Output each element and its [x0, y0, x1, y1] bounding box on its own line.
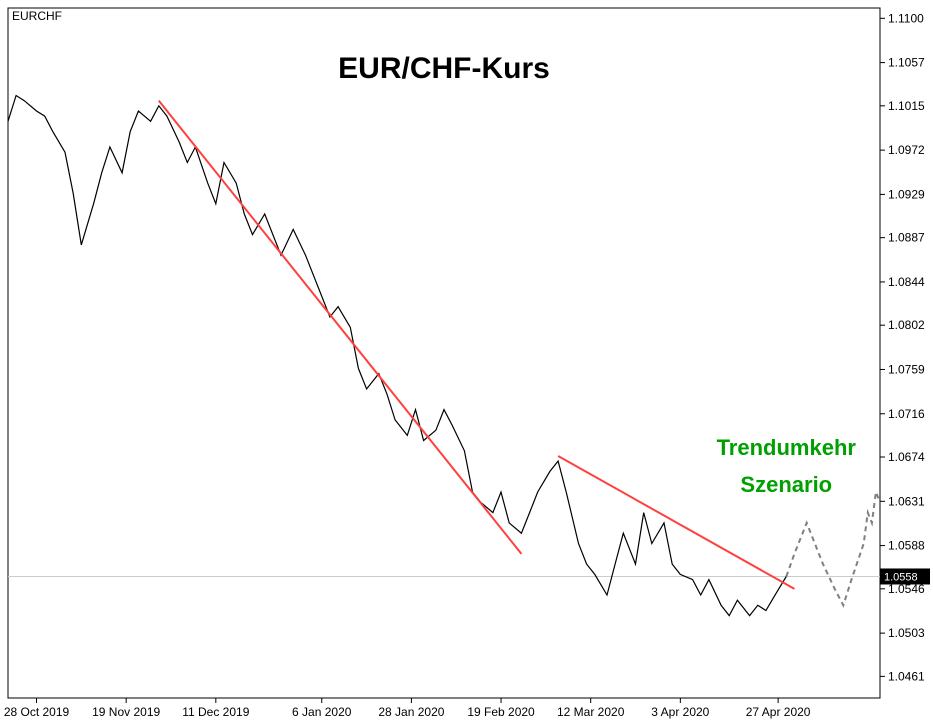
annotation-line2: Szenario [740, 472, 832, 497]
svg-text:1.0558: 1.0558 [884, 571, 918, 583]
x-tick-label: 3 Apr 2020 [651, 705, 709, 719]
chart-svg: 1.04611.05031.05461.05881.06311.06741.07… [0, 0, 933, 727]
x-tick-label: 19 Feb 2020 [467, 705, 535, 719]
x-axis-ticks: 28 Oct 2019 19 Nov 2019 11 Dec 2019 6 Jan 2… [4, 698, 811, 719]
x-tick-label: 11 Dec 2019 [182, 705, 249, 719]
y-tick-label: 1.0674 [888, 450, 925, 464]
trend-line [159, 101, 522, 554]
chart-title: EUR/CHF-Kurs [338, 52, 550, 85]
chart-container: 1.04611.05031.05461.05881.06311.06741.07… [0, 0, 933, 727]
y-tick-label: 1.0844 [888, 275, 925, 289]
x-tick-label: 12 Mar 2020 [557, 705, 625, 719]
y-tick-label: 1.0716 [888, 407, 925, 421]
current-price-badge: 1.0558 [880, 568, 930, 584]
forecast-series [786, 492, 880, 605]
y-tick-label: 1.0887 [888, 231, 925, 245]
annotation-line1: Trendumkehr [717, 435, 857, 460]
price-series [8, 96, 786, 616]
y-tick-label: 1.0503 [888, 626, 925, 640]
x-tick-label: 28 Oct 2019 [4, 705, 70, 719]
y-tick-label: 1.0631 [888, 494, 925, 508]
x-tick-label: 6 Jan 2020 [292, 705, 352, 719]
x-tick-label: 28 Jan 2020 [378, 705, 444, 719]
trend-lines [159, 101, 795, 589]
y-tick-label: 1.1057 [888, 56, 925, 70]
y-tick-label: 1.0588 [888, 539, 925, 553]
y-tick-label: 1.1100 [888, 11, 924, 25]
y-tick-label: 1.1015 [888, 99, 925, 113]
y-tick-label: 1.0802 [888, 318, 925, 332]
y-tick-label: 1.0929 [888, 187, 925, 201]
y-tick-label: 1.0759 [888, 362, 925, 376]
y-tick-label: 1.0972 [888, 143, 925, 157]
y-tick-label: 1.0461 [888, 669, 925, 683]
ticker-label: EURCHF [12, 9, 62, 23]
x-tick-label: 19 Nov 2019 [92, 705, 160, 719]
x-tick-label: 27 Apr 2020 [746, 705, 811, 719]
